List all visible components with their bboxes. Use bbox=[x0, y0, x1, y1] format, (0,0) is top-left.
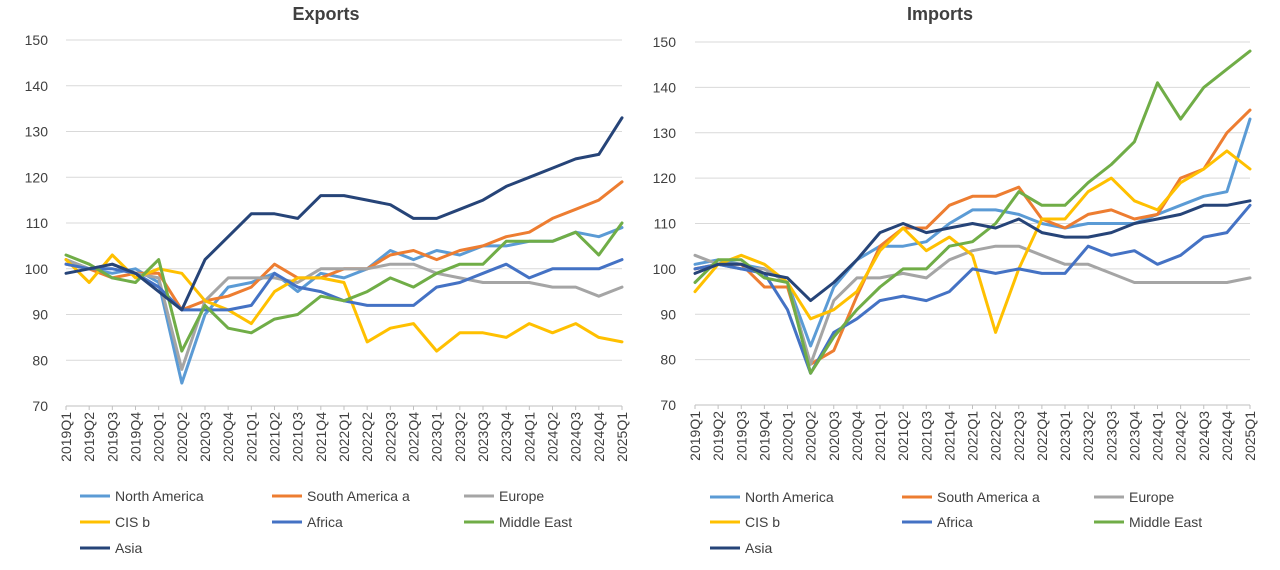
exports-series-cis bbox=[64, 253, 624, 353]
exports-x-tick-label: 2020Q3 bbox=[197, 412, 213, 462]
exports-x-tick-label: 2019Q1 bbox=[58, 412, 74, 462]
imports-x-tick-label: 2022Q3 bbox=[1011, 411, 1027, 461]
exports-x-tick-label: 2021Q3 bbox=[290, 412, 306, 462]
exports-x-tick-label: 2022Q4 bbox=[406, 412, 422, 462]
imports-series-middle-east bbox=[693, 49, 1252, 375]
exports-y-tick-label: 70 bbox=[32, 398, 48, 414]
imports-x-tick-label: 2025Q1 bbox=[1242, 411, 1258, 461]
exports-x-tick-label: 2022Q3 bbox=[382, 412, 398, 462]
exports-legend-label-north-america: North America bbox=[115, 488, 204, 504]
imports-series-south-america bbox=[693, 108, 1252, 366]
exports-x-tick-label: 2021Q4 bbox=[313, 412, 329, 462]
exports-x-tick-label: 2025Q1 bbox=[614, 412, 630, 462]
exports-y-tick-label: 100 bbox=[25, 261, 49, 277]
imports-series-asia bbox=[693, 199, 1252, 303]
exports-x-tick-label: 2023Q3 bbox=[475, 412, 491, 462]
imports-y-tick-label: 110 bbox=[654, 216, 677, 232]
imports-x-tick-label: 2022Q2 bbox=[988, 411, 1004, 461]
exports-x-tick-label: 2023Q2 bbox=[452, 412, 468, 462]
exports-y-tick-label: 140 bbox=[25, 78, 49, 94]
exports-x-tick-label: 2020Q4 bbox=[220, 412, 236, 462]
imports-x-tick-label: 2019Q4 bbox=[756, 411, 772, 461]
exports-series-south-america bbox=[64, 180, 624, 312]
exports-chart: Exports 70 80 90 100 110 120 130 140 150 2019Q1 20… bbox=[25, 4, 630, 556]
exports-chart-title: Exports bbox=[292, 4, 359, 24]
imports-x-tick-label: 2022Q4 bbox=[1034, 411, 1050, 461]
imports-x-tick-label: 2020Q4 bbox=[849, 411, 865, 461]
imports-x-tick-label: 2019Q3 bbox=[733, 411, 749, 461]
imports-x-tick-label: 2019Q2 bbox=[710, 411, 726, 461]
exports-x-tick-label: 2021Q1 bbox=[243, 412, 259, 462]
exports-legend-label-south-america: South America a bbox=[307, 488, 410, 504]
imports-x-tick-label: 2019Q1 bbox=[687, 411, 703, 461]
imports-x-tick-label: 2020Q3 bbox=[826, 411, 842, 461]
imports-legend-label-asia: Asia bbox=[745, 540, 772, 556]
imports-x-tick-label: 2024Q4 bbox=[1219, 411, 1235, 461]
imports-y-tick-label: 120 bbox=[653, 170, 677, 186]
imports-x-tick-label: 2021Q4 bbox=[941, 411, 957, 461]
exports-legend-label-cis: CIS b bbox=[115, 514, 150, 530]
imports-x-tick-label: 2020Q1 bbox=[780, 411, 796, 461]
imports-x-tick-label: 2023Q3 bbox=[1103, 411, 1119, 461]
exports-x-tick-label: 2022Q2 bbox=[359, 412, 375, 462]
imports-y-tick-label: 140 bbox=[653, 79, 677, 95]
imports-x-tick-label: 2024Q1 bbox=[1150, 411, 1166, 461]
exports-y-tick-label: 110 bbox=[26, 215, 49, 231]
imports-legend-label-africa: Africa bbox=[937, 514, 973, 530]
exports-x-tick-label: 2024Q3 bbox=[568, 412, 584, 462]
exports-x-tick-label: 2019Q4 bbox=[128, 412, 144, 462]
exports-series-middle-east bbox=[64, 221, 624, 353]
imports-legend-label-middle-east: Middle East bbox=[1129, 514, 1202, 530]
exports-legend-label-europe: Europe bbox=[499, 488, 544, 504]
imports-y-tick-label: 80 bbox=[660, 352, 676, 368]
imports-x-tick-label: 2021Q2 bbox=[895, 411, 911, 461]
imports-x-tick-label: 2024Q2 bbox=[1173, 411, 1189, 461]
exports-x-tick-label: 2020Q2 bbox=[174, 412, 190, 462]
imports-x-tick-label: 2021Q1 bbox=[872, 411, 888, 461]
exports-x-tick-label: 2023Q1 bbox=[429, 412, 445, 462]
imports-series-europe bbox=[693, 244, 1252, 366]
imports-legend-label-europe: Europe bbox=[1129, 489, 1174, 505]
imports-x-tick-label: 2021Q3 bbox=[918, 411, 934, 461]
exports-legend-label-africa: Africa bbox=[307, 514, 343, 530]
imports-legend-label-south-america: South America a bbox=[937, 489, 1040, 505]
exports-x-tick-label: 2020Q1 bbox=[151, 412, 167, 462]
exports-y-tick-label: 130 bbox=[25, 124, 49, 140]
exports-x-tick-label: 2023Q4 bbox=[498, 412, 514, 462]
exports-x-tick-label: 2022Q1 bbox=[336, 412, 352, 462]
imports-legend-label-north-america: North America bbox=[745, 489, 834, 505]
exports-legend-label-middle-east: Middle East bbox=[499, 514, 572, 530]
exports-x-tick-label: 2024Q1 bbox=[521, 412, 537, 462]
exports-x-tick-label: 2024Q4 bbox=[591, 412, 607, 462]
imports-y-tick-label: 70 bbox=[660, 397, 676, 413]
exports-y-tick-label: 90 bbox=[32, 307, 48, 323]
imports-x-tick-label: 2023Q2 bbox=[1080, 411, 1096, 461]
exports-y-tick-label: 150 bbox=[25, 32, 49, 48]
exports-y-tick-label: 80 bbox=[32, 352, 48, 368]
exports-x-tick-label: 2024Q2 bbox=[545, 412, 561, 462]
imports-x-tick-label: 2024Q3 bbox=[1196, 411, 1212, 461]
exports-x-tick-label: 2019Q2 bbox=[81, 412, 97, 462]
imports-y-tick-label: 150 bbox=[653, 34, 677, 50]
exports-y-tick-label: 120 bbox=[25, 169, 49, 185]
imports-legend-label-cis: CIS b bbox=[745, 514, 780, 530]
exports-legend-label-asia: Asia bbox=[115, 540, 142, 556]
exports-series-asia bbox=[64, 116, 624, 312]
imports-chart-title: Imports bbox=[907, 4, 973, 24]
exports-series-europe bbox=[64, 258, 624, 371]
imports-x-tick-label: 2023Q1 bbox=[1057, 411, 1073, 461]
imports-series-north-america bbox=[693, 117, 1252, 348]
imports-x-tick-label: 2022Q1 bbox=[965, 411, 981, 461]
imports-x-tick-label: 2023Q4 bbox=[1126, 411, 1142, 461]
imports-chart: Imports 70 80 90 100 110 120 130 140 150 2019Q1 20… bbox=[653, 4, 1258, 556]
imports-y-tick-label: 90 bbox=[660, 306, 676, 322]
imports-x-tick-label: 2020Q2 bbox=[803, 411, 819, 461]
exports-x-tick-label: 2019Q3 bbox=[104, 412, 120, 462]
exports-x-tick-label: 2021Q2 bbox=[267, 412, 283, 462]
imports-y-tick-label: 100 bbox=[653, 261, 677, 277]
imports-y-tick-label: 130 bbox=[653, 125, 677, 141]
imports-series-africa bbox=[693, 203, 1252, 375]
